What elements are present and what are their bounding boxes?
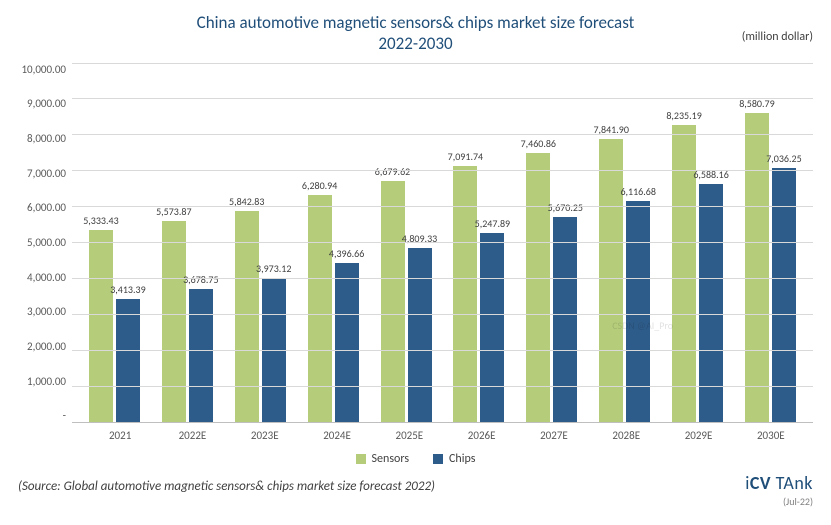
legend-label: Chips <box>449 452 475 466</box>
bar-label: 4,809.33 <box>402 232 437 245</box>
bar-chips: 3,678.75 <box>189 289 213 421</box>
x-category: 2030E <box>735 429 807 442</box>
footer-date: (Jul-22) <box>783 495 813 508</box>
y-axis: 10,000.00 9,000.00 8,000.00 7,000.00 6,000.0… <box>18 63 72 423</box>
x-category: 2022E <box>156 429 228 442</box>
bar-sensors: 6,280.94 <box>308 195 332 421</box>
x-category: 2027E <box>518 429 590 442</box>
footer-row: (Source: Global automotive magnetic sens… <box>18 472 813 494</box>
bar-chips: 6,116.68 <box>626 201 650 421</box>
bar-label: 6,679.62 <box>375 165 410 178</box>
chart-header: China automotive magnetic sensors& chips… <box>18 12 813 55</box>
bar-sensors: 7,460.86 <box>526 153 550 422</box>
x-category: 2028E <box>590 429 662 442</box>
x-axis: 20212022E2023E2024E2025E2026E2027E2028E2… <box>78 423 813 442</box>
gridline <box>72 242 813 243</box>
bar-label: 7,091.74 <box>448 150 483 163</box>
bar-label: 5,670.25 <box>548 201 583 214</box>
bar-label: 6,280.94 <box>302 179 337 192</box>
gridline <box>72 63 813 64</box>
bar-label: 3,678.75 <box>183 273 218 286</box>
bar-sensors: 5,333.43 <box>89 230 113 422</box>
gridline <box>72 278 813 279</box>
legend-item: Chips <box>433 452 475 466</box>
x-category: 2029E <box>662 429 734 442</box>
bar-group: 5,333.433,413.39 <box>89 230 140 422</box>
chart-title: China automotive magnetic sensors& chips… <box>18 12 813 55</box>
legend-swatch <box>356 454 366 464</box>
gridline <box>72 350 813 351</box>
source-text: (Source: Global automotive magnetic sens… <box>18 479 435 494</box>
bar-label: 8,235.19 <box>666 109 701 122</box>
gridline <box>72 170 813 171</box>
legend-item: Sensors <box>356 452 409 466</box>
gridline <box>72 314 813 315</box>
y-tick: 7,000.00 <box>27 167 66 180</box>
bar-label: 3,973.12 <box>256 262 291 275</box>
logo-suffix: TAnk <box>771 472 813 494</box>
bar-sensors: 7,841.90 <box>599 139 623 421</box>
chart-title-line2: 2022-2030 <box>378 33 452 54</box>
chart-title-line1: China automotive magnetic sensors& chips… <box>197 12 635 33</box>
legend-swatch <box>433 454 443 464</box>
y-tick: 1,000.00 <box>27 375 66 388</box>
gridline <box>72 206 813 207</box>
legend: Sensors Chips <box>18 452 813 466</box>
y-tick: 2,000.00 <box>27 340 66 353</box>
bar-label: 4,396.66 <box>329 247 364 260</box>
bar-sensors: 5,573.87 <box>162 221 186 422</box>
bar-chips: 4,396.66 <box>335 263 359 421</box>
bar-chips: 5,247.89 <box>480 233 504 422</box>
gridline <box>72 98 813 99</box>
y-tick: 9,000.00 <box>27 97 66 110</box>
bar-group: 7,091.745,247.89 <box>453 166 504 421</box>
logo-bold: CV <box>750 472 771 494</box>
y-tick: 4,000.00 <box>27 271 66 284</box>
bar-sensors: 7,091.74 <box>453 166 477 421</box>
y-tick: - <box>63 409 66 422</box>
bar-label: 7,036.25 <box>766 152 801 165</box>
bar-label: 6,116.68 <box>620 185 655 198</box>
bar-label: 7,460.86 <box>521 137 556 150</box>
bar-group: 7,460.865,670.25 <box>526 153 577 422</box>
x-category: 2021 <box>84 429 156 442</box>
bar-label: 3,413.39 <box>110 283 145 296</box>
x-category: 2025E <box>373 429 445 442</box>
x-category: 2024E <box>301 429 373 442</box>
y-tick: 10,000.00 <box>21 63 66 76</box>
x-category: 2023E <box>229 429 301 442</box>
bar-group: 6,280.944,396.66 <box>308 195 359 421</box>
bar-group: 8,580.797,036.25 <box>745 113 796 422</box>
bar-label: 5,247.89 <box>475 217 510 230</box>
bar-label: 5,333.43 <box>83 214 118 227</box>
gridline <box>72 134 813 135</box>
chart-container: China automotive magnetic sensors& chips… <box>18 12 813 494</box>
bar-group: 5,573.873,678.75 <box>162 221 213 422</box>
y-tick: 8,000.00 <box>27 132 66 145</box>
bar-chips: 5,670.25 <box>553 217 577 421</box>
bar-chips: 3,413.39 <box>116 299 140 422</box>
watermark: CSDN @AI_Pro <box>612 319 673 332</box>
logo: iCV TAnk <box>745 472 813 494</box>
unit-label: (million dollar) <box>742 30 813 44</box>
x-category: 2026E <box>445 429 517 442</box>
plot-area: 5,333.433,413.395,573.873,678.755,842.83… <box>72 63 813 423</box>
y-tick: 5,000.00 <box>27 236 66 249</box>
plot-wrap: 10,000.00 9,000.00 8,000.00 7,000.00 6,000.0… <box>18 63 813 423</box>
bar-chips: 4,809.33 <box>408 248 432 421</box>
y-tick: 3,000.00 <box>27 305 66 318</box>
bar-group: 7,841.906,116.68 <box>599 139 650 421</box>
y-tick: 6,000.00 <box>27 201 66 214</box>
legend-label: Sensors <box>372 452 409 466</box>
gridline <box>72 386 813 387</box>
